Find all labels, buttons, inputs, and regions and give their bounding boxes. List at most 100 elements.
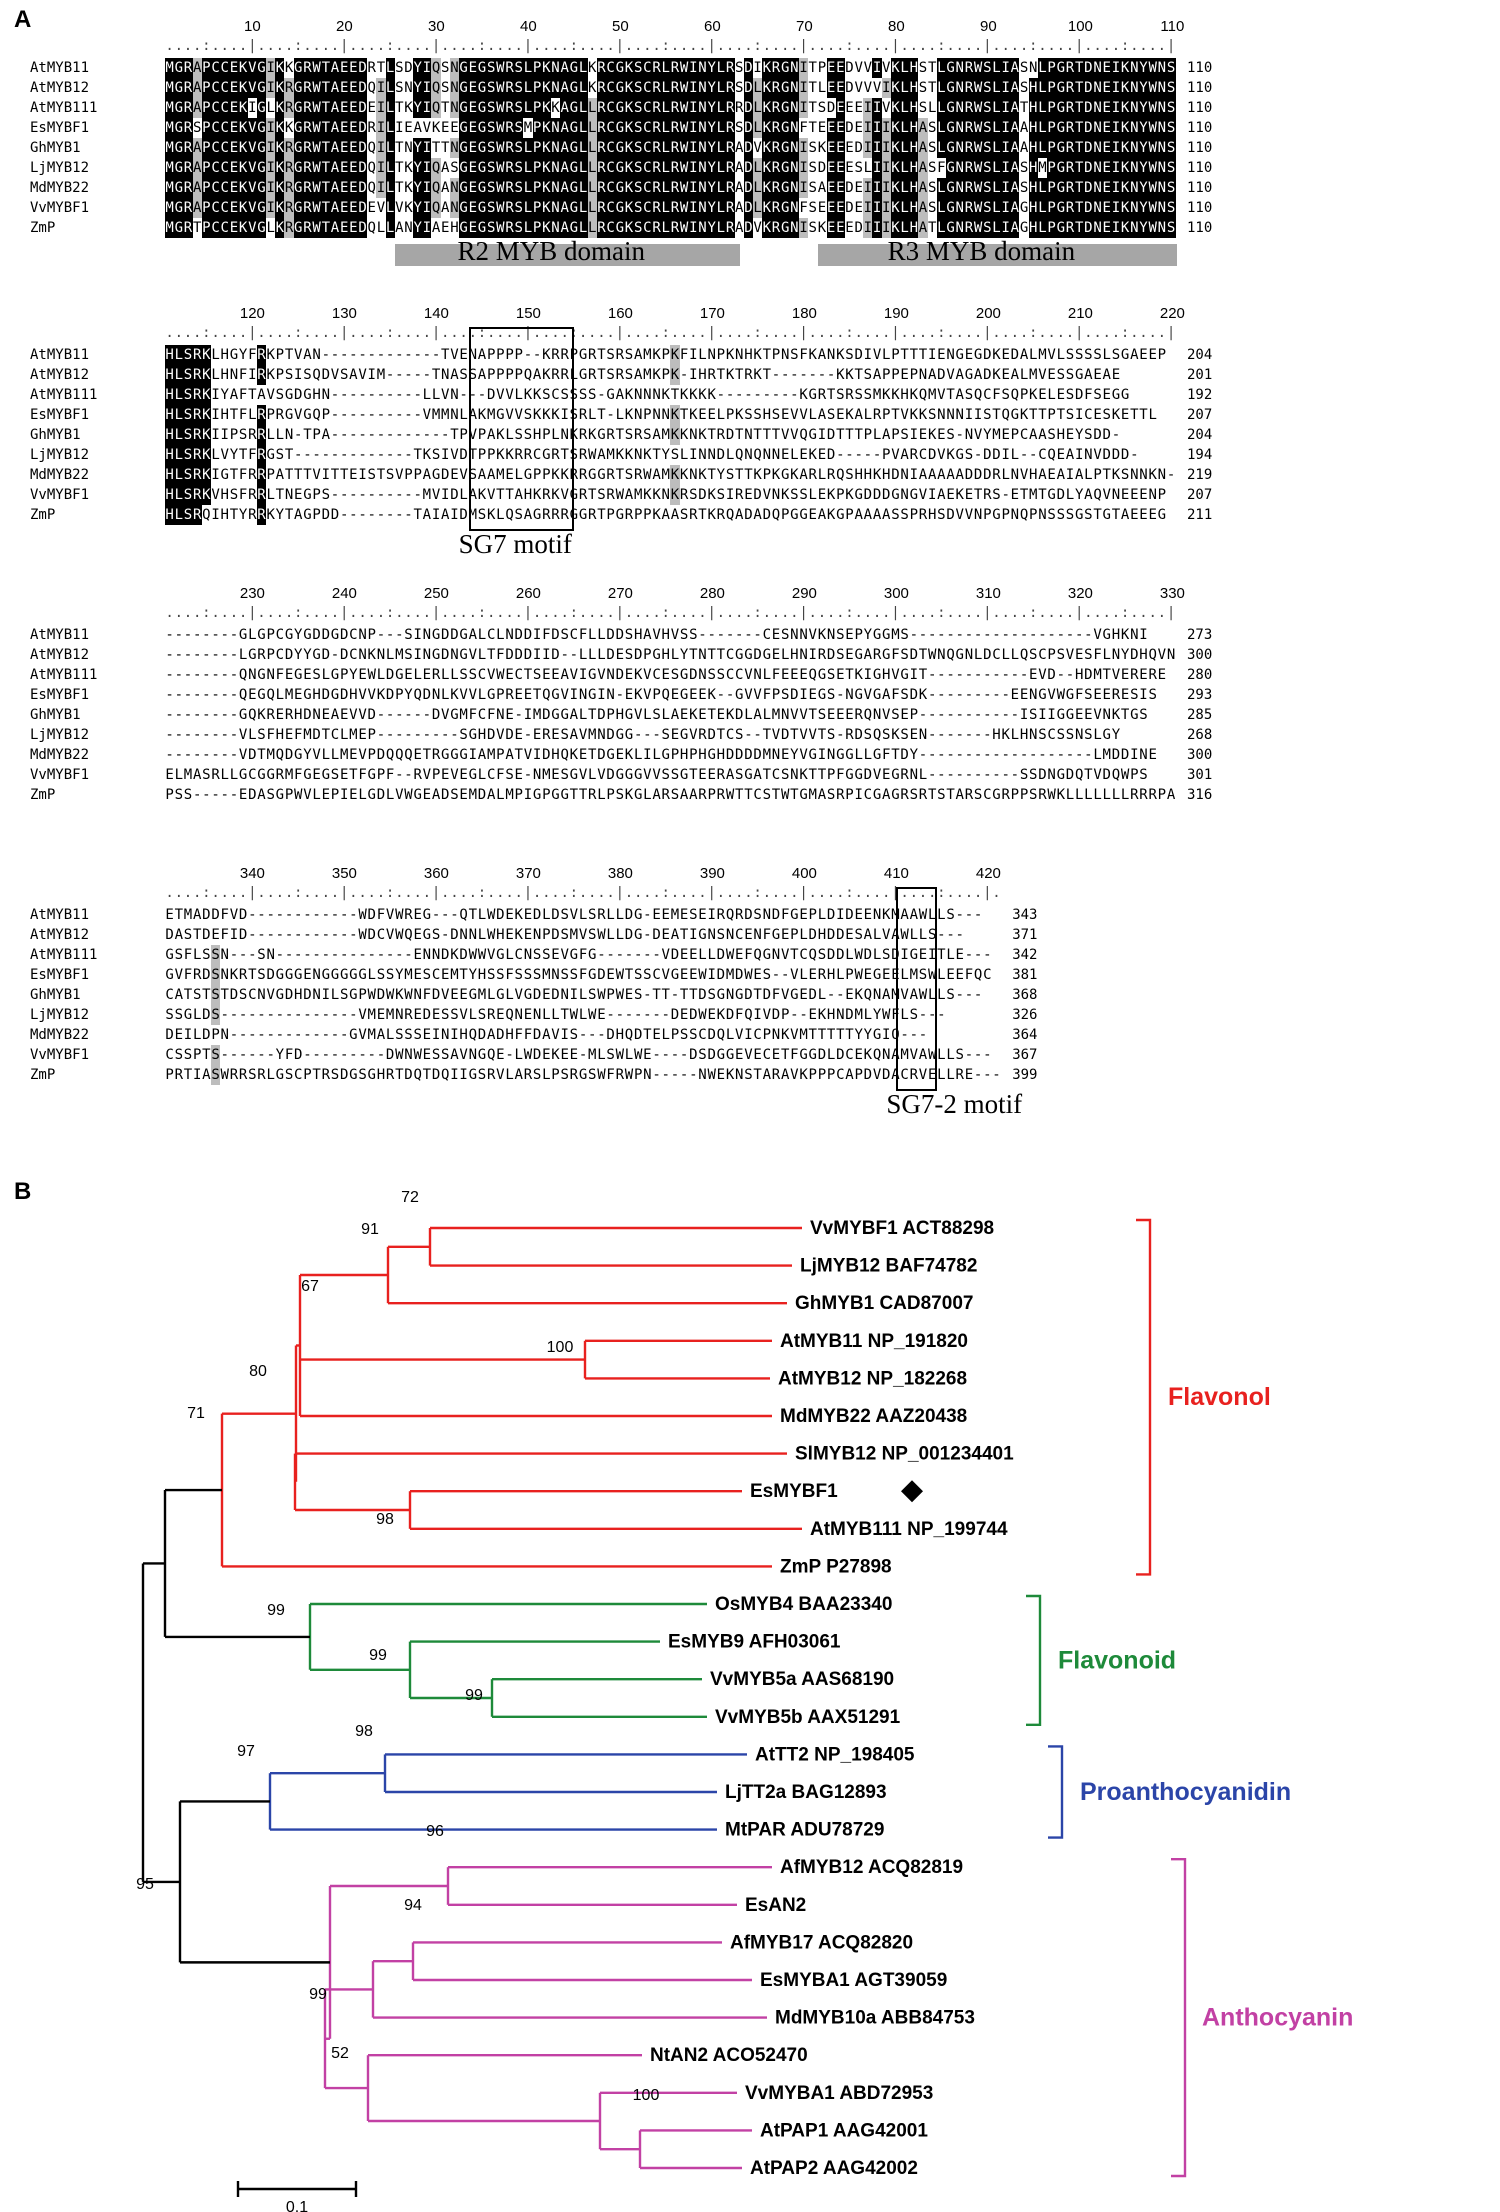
sequence-residues: --------LGRPCDYYGD-DCNKNLMSINGDNGVLTFDDD… xyxy=(165,647,1176,663)
sequence-name: MdMYB22 xyxy=(30,747,90,763)
taxon-label: AfMYB17 ACQ82820 xyxy=(730,1932,913,1953)
sequence-end-position: 201 xyxy=(1187,367,1213,383)
ruler-position-label: 160 xyxy=(607,305,633,322)
taxon-label: SlMYB12 NP_001234401 xyxy=(795,1444,1014,1465)
sequence-name: AtMYB12 xyxy=(30,927,90,943)
sequence-residues: ELMASRLLGCGGRMFGEGSETFGPF--RVPEVEGLCFSE-… xyxy=(165,767,1148,783)
ruler-position-label: 200 xyxy=(975,305,1001,322)
ruler-position-label: 400 xyxy=(791,865,817,882)
bootstrap-value: 98 xyxy=(355,1723,373,1740)
taxon-label: EsMYB9 AFH03061 xyxy=(668,1632,841,1653)
sequence-name: VvMYBF1 xyxy=(30,767,90,783)
taxon-label: EsAN2 xyxy=(745,1895,806,1916)
ruler-position-label: 230 xyxy=(239,585,265,602)
sequence-residues: GSFLSSN---SN---------------ENNDKDWWVGLCN… xyxy=(165,945,992,965)
taxon-label: GhMYB1 CAD87007 xyxy=(795,1293,973,1314)
sequence-residues: --------QEGQLMEGHDGDHVVKDPYQDNLKVVLGPREE… xyxy=(165,687,1157,703)
sequence-end-position: 192 xyxy=(1187,387,1213,403)
sequence-name: AtMYB12 xyxy=(30,647,90,663)
sequence-residues: MGRAPCCEKVGIKRGRWTAEEDQILTKYIQANGEGSWRSL… xyxy=(165,178,1176,198)
ruler-position-label: 270 xyxy=(607,585,633,602)
sequence-end-position: 326 xyxy=(1012,1007,1038,1023)
bootstrap-value: 91 xyxy=(361,1221,379,1238)
sequence-residues: --------VDTMQDGYVLLMEVPDQQQETRGGGIAMPATV… xyxy=(165,747,1157,763)
sequence-name: MdMYB22 xyxy=(30,1027,90,1043)
bootstrap-value: 99 xyxy=(267,1602,285,1619)
bootstrap-value: 100 xyxy=(633,2087,660,2104)
ruler-position-label: 180 xyxy=(791,305,817,322)
sequence-name: ZmP xyxy=(30,220,56,236)
ruler-position-label: 80 xyxy=(888,18,905,35)
ruler-ticks: ....:....|....:....|....:....|....:....|… xyxy=(165,885,1001,901)
bootstrap-value: 98 xyxy=(376,1511,394,1528)
sequence-name: AtMYB111 xyxy=(30,947,98,963)
motif-label: SG7-2 motif xyxy=(886,1089,1023,1119)
sequence-name: GhMYB1 xyxy=(30,427,81,443)
taxon-label: VvMYB5b AAX51291 xyxy=(715,1707,901,1728)
bootstrap-value: 71 xyxy=(187,1405,205,1422)
sequence-residues: --------QNGNFEGESLGPYEWLDGELERLLSSCVWECT… xyxy=(165,667,1167,683)
ruler-position-label: 310 xyxy=(975,585,1001,602)
sequence-end-position: 316 xyxy=(1187,787,1213,803)
sequence-name: AtMYB111 xyxy=(30,667,98,683)
sequence-end-position: 194 xyxy=(1187,447,1213,463)
sequence-end-position: 301 xyxy=(1187,767,1213,783)
bootstrap-value: 80 xyxy=(249,1363,267,1380)
ruler-position-label: 150 xyxy=(515,305,541,322)
sequence-end-position: 110 xyxy=(1187,200,1213,216)
taxon-label: AfMYB12 ACQ82819 xyxy=(780,1857,963,1878)
sequence-end-position: 204 xyxy=(1187,427,1213,443)
sequence-residues: CATSTSTDSCNVGDHDNILSGPWDWKWNFDVEEGMLGLVG… xyxy=(165,985,983,1005)
ruler-position-label: 40 xyxy=(520,18,537,35)
sequence-end-position: 300 xyxy=(1187,647,1213,663)
sequence-end-position: 280 xyxy=(1187,667,1213,683)
ruler-position-label: 330 xyxy=(1159,585,1185,602)
ruler-position-label: 320 xyxy=(1067,585,1093,602)
scale-bar-label: 0.1 xyxy=(286,2199,308,2212)
sequence-end-position: 110 xyxy=(1187,220,1213,236)
sequence-residues: HLSRKIYAFTAVSGDGHN----------LLVN---DVVLK… xyxy=(165,385,1130,405)
taxon-label: OsMYB4 BAA23340 xyxy=(715,1594,892,1615)
sequence-residues: HLSRKVHSFRRLTNEGPS----------MVIDLAKVTTAH… xyxy=(165,485,1167,505)
ruler-position-label: 300 xyxy=(883,585,909,602)
taxon-label: NtAN2 ACO52470 xyxy=(650,2045,808,2066)
myb-domain-label: R2 MYB domain xyxy=(457,236,646,266)
bootstrap-value: 99 xyxy=(309,1986,327,2003)
sequence-end-position: 110 xyxy=(1187,140,1213,156)
sequence-end-position: 207 xyxy=(1187,487,1213,503)
ruler-position-label: 220 xyxy=(1159,305,1185,322)
sequence-name: AtMYB111 xyxy=(30,387,98,403)
ruler-position-label: 60 xyxy=(704,18,721,35)
ruler-position-label: 120 xyxy=(239,305,265,322)
sequence-residues: HLSRKIGTFRRPATTTVITTEISTSVPPAGDEVSAAMELG… xyxy=(165,465,1176,485)
panel-b-label: B xyxy=(14,1178,32,1205)
taxon-label: VvMYBF1 ACT88298 xyxy=(810,1218,994,1239)
motif-label: SG7 motif xyxy=(458,529,572,559)
ruler-position-label: 340 xyxy=(239,865,265,882)
sequence-residues: ETMADDFVD------------WDFVWREG---QTLWDEKE… xyxy=(165,907,983,923)
bootstrap-value: 97 xyxy=(237,1743,255,1760)
clade-label: Proanthocyanidin xyxy=(1080,1778,1291,1806)
bootstrap-value: 100 xyxy=(547,1339,574,1356)
taxon-label: EsMYBA1 AGT39059 xyxy=(760,1970,947,1991)
ruler-position-label: 140 xyxy=(423,305,449,322)
taxon-label: AtMYB111 NP_199744 xyxy=(810,1519,1008,1540)
clade-bracket xyxy=(1136,1218,1152,1576)
sequence-end-position: 207 xyxy=(1187,407,1213,423)
sequence-residues: HLSRKIHTFLRPRGVGQP----------VMMNLAKMGVVS… xyxy=(165,405,1157,425)
sequence-name: ZmP xyxy=(30,1067,56,1083)
taxon-label: VvMYB5a AAS68190 xyxy=(710,1669,894,1690)
sequence-end-position: 273 xyxy=(1187,627,1213,643)
taxon-label: LjMYB12 BAF74782 xyxy=(800,1256,977,1277)
bootstrap-value: 67 xyxy=(301,1278,319,1295)
sequence-end-position: 204 xyxy=(1187,347,1213,363)
clade-label: Flavonol xyxy=(1168,1383,1271,1411)
taxon-label: LjTT2a BAG12893 xyxy=(725,1782,887,1803)
sequence-end-position: 110 xyxy=(1187,160,1213,176)
ruler-position-label: 90 xyxy=(980,18,997,35)
clade-label: Flavonoid xyxy=(1058,1646,1176,1674)
taxon-label: MtPAR ADU78729 xyxy=(725,1820,884,1841)
sequence-end-position: 367 xyxy=(1012,1047,1038,1063)
sequence-residues: HLSRQIHTYRRKYTAGPDD--------TAIAIDMSKLQSA… xyxy=(165,505,1167,525)
